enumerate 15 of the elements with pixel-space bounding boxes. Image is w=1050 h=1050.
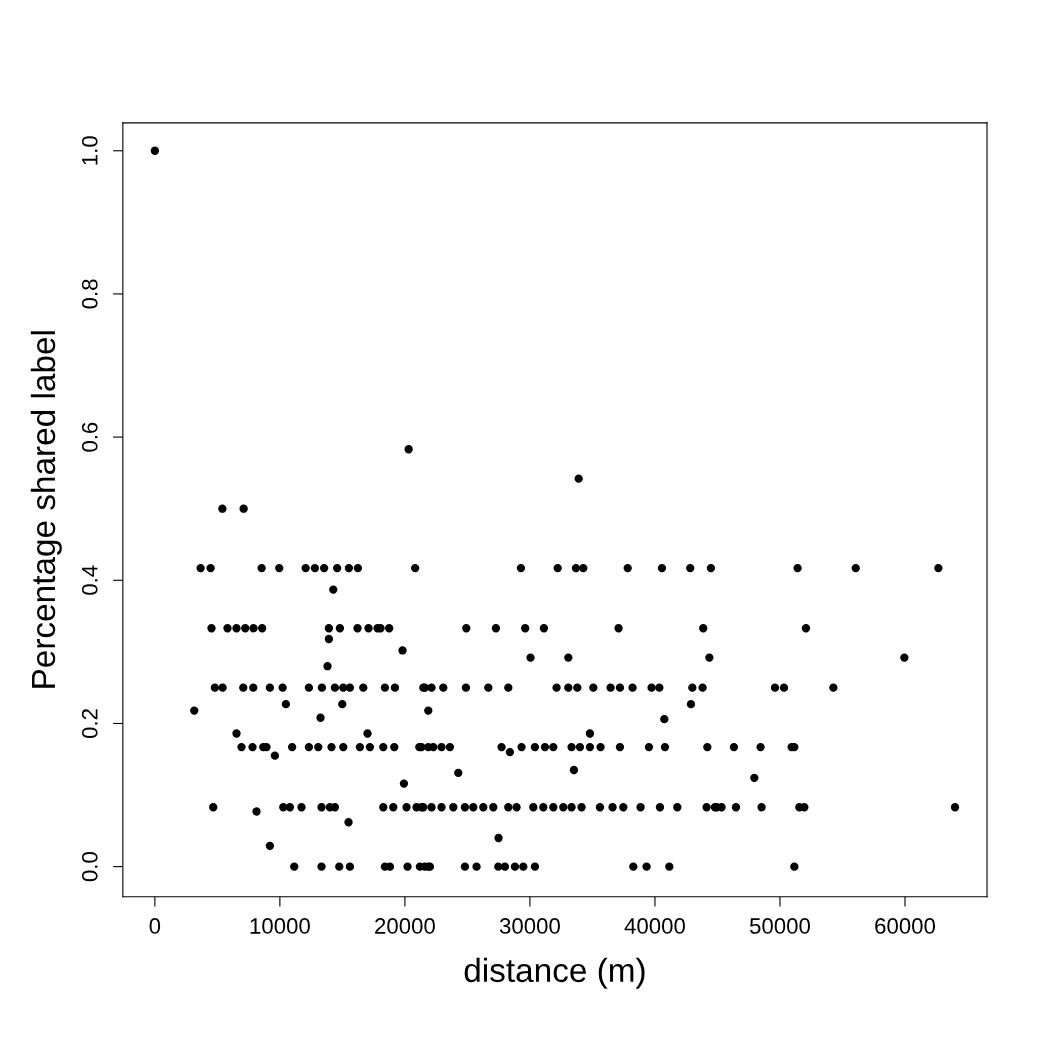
x-tick-label: 10000 <box>250 918 310 934</box>
x-tick-label: 40000 <box>624 918 685 934</box>
x-tick-label: 20000 <box>375 918 435 934</box>
x-tick-label: 50000 <box>749 918 810 934</box>
x-tick-label: 30000 <box>499 918 560 934</box>
y-tick-label: 0.8 <box>81 279 98 309</box>
y-tick-label: 0.0 <box>81 852 98 882</box>
y-tick-label: 0.2 <box>81 709 98 739</box>
y-tick-label: 1.0 <box>81 136 98 165</box>
y-tick-label: 0.4 <box>81 565 98 595</box>
x-tick-label: 0 <box>149 918 161 934</box>
x-tick-label: 60000 <box>875 918 936 934</box>
x-axis-title: distance (m) <box>464 957 645 989</box>
y-tick-label: 0.6 <box>81 422 98 452</box>
y-axis-title: Percentage shared label <box>30 331 62 688</box>
